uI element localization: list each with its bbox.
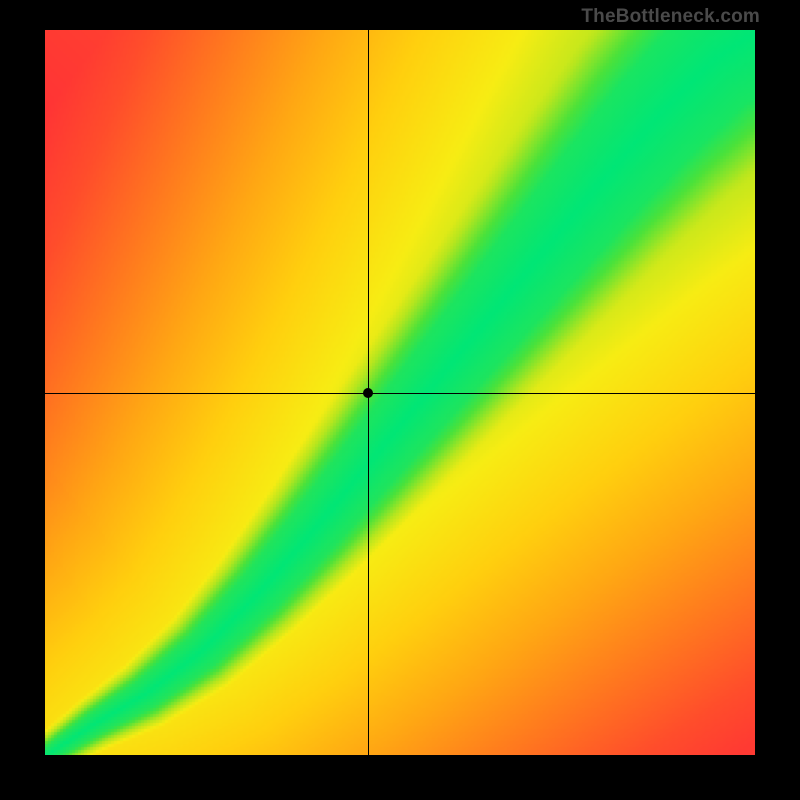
heatmap-canvas <box>45 30 755 755</box>
chart-container: TheBottleneck.com <box>0 0 800 800</box>
plot-area <box>45 30 755 755</box>
watermark-text: TheBottleneck.com <box>581 6 760 28</box>
